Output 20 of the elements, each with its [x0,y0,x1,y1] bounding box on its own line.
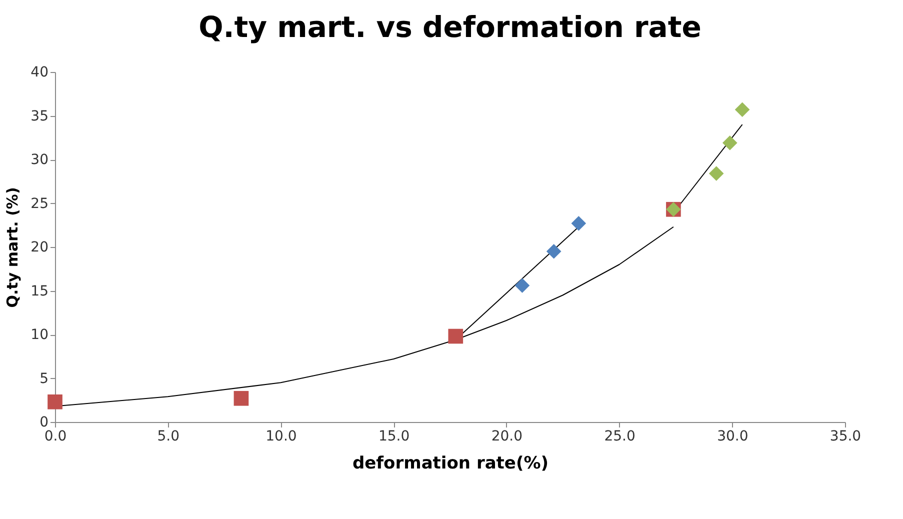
x-tick-label: 10.0 [266,428,297,444]
x-tick-label: 5.0 [157,428,180,444]
y-tick-label: 0 [40,414,48,430]
y-axis-title: Q.ty mart. (%) [4,187,22,308]
y-tick-label: 5 [40,370,48,387]
x-axis-title: deformation rate(%) [352,454,549,474]
y-tick-label: 35 [30,108,48,124]
y-tick-label: 10 [30,327,48,343]
x-tick-label: 35.0 [830,428,862,444]
y-tick-label: 40 [30,64,48,80]
y-tick-label: 30 [30,152,48,168]
x-tick-label: 20.0 [491,428,523,444]
x-tick-label: 25.0 [604,428,636,444]
x-tick-label: 30.0 [717,428,748,444]
chart-title: Q.ty mart. vs deformation rate [198,10,702,44]
x-tick-label: 0.0 [44,428,67,444]
y-tick-label: 20 [30,240,48,256]
y-tick-label: 25 [30,196,48,212]
x-tick-label: 15.0 [378,428,410,444]
y-tick-label: 15 [30,283,48,300]
